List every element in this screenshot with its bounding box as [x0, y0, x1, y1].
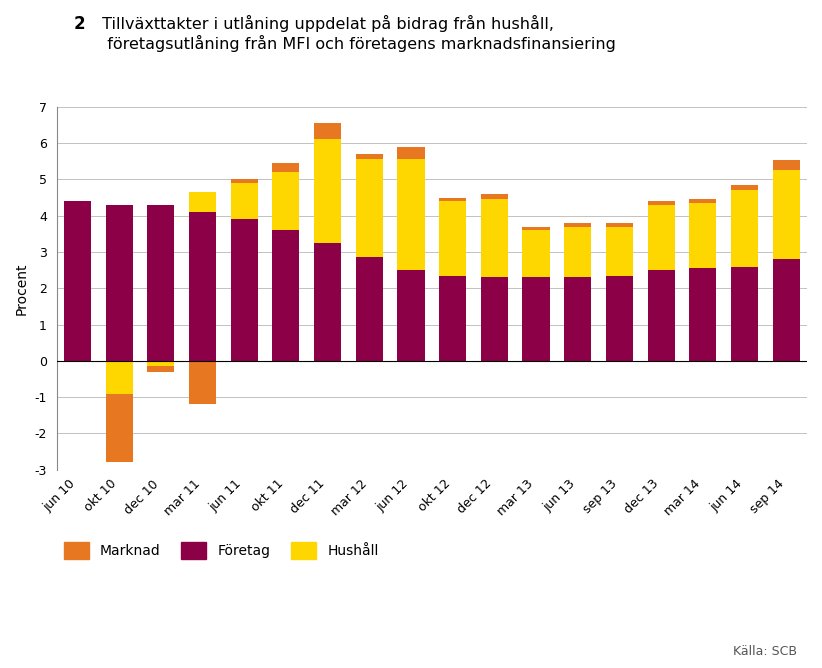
Bar	[648, 270, 675, 361]
Bar	[773, 259, 800, 361]
Bar	[272, 172, 299, 230]
Bar	[189, 361, 216, 404]
Bar	[648, 205, 675, 270]
Bar	[773, 170, 800, 259]
Bar	[439, 198, 466, 201]
Bar	[481, 277, 508, 361]
Bar	[606, 226, 633, 276]
Bar	[189, 212, 216, 361]
Bar	[64, 201, 91, 361]
Bar	[606, 223, 633, 226]
Bar	[564, 277, 591, 361]
Text: Tillväxttakter i utlåning uppdelat på bidrag från hushåll,
  företagsutlåning fr: Tillväxttakter i utlåning uppdelat på bi…	[97, 15, 616, 51]
Bar	[231, 180, 258, 183]
Bar	[689, 199, 716, 203]
Bar	[481, 194, 508, 199]
Bar	[731, 190, 758, 267]
Bar	[523, 226, 550, 230]
Bar	[106, 393, 132, 462]
Bar	[689, 203, 716, 269]
Bar	[147, 205, 174, 361]
Bar	[439, 201, 466, 276]
Bar	[397, 147, 424, 160]
Bar	[731, 267, 758, 361]
Bar	[147, 361, 174, 366]
Bar	[397, 160, 424, 270]
Bar	[106, 205, 132, 361]
Bar	[481, 199, 508, 277]
Bar	[564, 226, 591, 277]
Bar	[314, 243, 341, 361]
Text: Källa: SCB: Källa: SCB	[733, 645, 797, 658]
Bar	[523, 277, 550, 361]
Bar	[231, 183, 258, 219]
Bar	[648, 201, 675, 205]
Text: 2: 2	[74, 15, 85, 33]
Legend: Marknad, Företag, Hushåll: Marknad, Företag, Hushåll	[63, 542, 379, 559]
Bar	[147, 366, 174, 372]
Bar	[606, 276, 633, 361]
Bar	[189, 192, 216, 212]
Bar	[564, 223, 591, 226]
Bar	[272, 230, 299, 361]
Bar	[773, 160, 800, 170]
Bar	[231, 219, 258, 361]
Bar	[106, 361, 132, 393]
Bar	[689, 269, 716, 361]
Bar	[314, 140, 341, 243]
Bar	[731, 185, 758, 190]
Y-axis label: Procent: Procent	[15, 262, 29, 315]
Bar	[272, 163, 299, 172]
Bar	[397, 270, 424, 361]
Bar	[356, 160, 383, 257]
Bar	[439, 276, 466, 361]
Bar	[356, 257, 383, 361]
Bar	[314, 123, 341, 140]
Bar	[356, 154, 383, 160]
Bar	[523, 230, 550, 277]
